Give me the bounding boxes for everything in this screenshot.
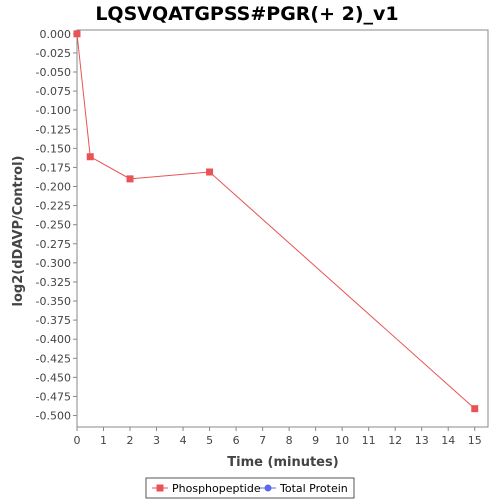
x-tick-label: 3 — [153, 434, 160, 447]
y-axis-label: log2(dDAVP/Control) — [11, 156, 26, 307]
y-tick-label: -0.500 — [36, 410, 71, 423]
x-tick-label: 9 — [312, 434, 319, 447]
data-point — [206, 168, 214, 176]
legend: Phosphopeptide Total Protein — [145, 477, 355, 499]
x-tick-label: 5 — [206, 434, 213, 447]
x-tick-label: 0 — [74, 434, 81, 447]
x-axis-label: Time (minutes) — [227, 455, 338, 470]
series-layer — [73, 30, 479, 413]
legend-box — [145, 477, 355, 499]
data-point — [471, 405, 479, 413]
legend-marker-square — [156, 484, 164, 492]
y-tick-label: -0.100 — [36, 104, 71, 117]
y-tick-label: -0.250 — [36, 219, 71, 232]
data-point — [86, 153, 94, 161]
x-tick-label: 1 — [100, 434, 107, 447]
data-point — [126, 175, 134, 183]
y-tick-label: -0.400 — [36, 333, 71, 346]
legend-marker-circle — [264, 484, 272, 492]
x-tick-label: 8 — [286, 434, 293, 447]
y-tick-label: -0.425 — [36, 352, 71, 365]
x-tick-label: 6 — [233, 434, 240, 447]
x-tick-label: 12 — [388, 434, 402, 447]
x-tick-label: 14 — [441, 434, 455, 447]
y-tick-label: -0.075 — [36, 85, 71, 98]
x-tick-label: 10 — [335, 434, 349, 447]
y-tick-label: -0.275 — [36, 238, 71, 251]
y-tick-label: -0.050 — [36, 66, 71, 79]
y-tick-label: -0.025 — [36, 47, 71, 60]
y-tick-label: -0.125 — [36, 123, 71, 136]
legend-label: Total Protein — [279, 482, 348, 495]
data-point — [73, 30, 81, 38]
legend-label: Phosphopeptide — [172, 482, 261, 495]
y-tick-label: 0.000 — [40, 28, 72, 41]
y-tick-label: -0.475 — [36, 390, 71, 403]
x-axis: 0 1 2 3 4 5 6 7 8 9 10 11 12 13 14 15 — [74, 427, 482, 447]
x-tick-label: 15 — [468, 434, 482, 447]
chart-title: LQSVQATGPSS#PGR(+ 2)_v1 — [95, 3, 398, 25]
y-tick-label: -0.150 — [36, 142, 71, 155]
plot-area — [76, 29, 489, 428]
y-tick-label: -0.325 — [36, 276, 71, 289]
y-tick-label: -0.375 — [36, 314, 71, 327]
y-axis: 0.000 -0.025 -0.050 -0.075 -0.100 -0.125 -0.15… — [36, 28, 77, 423]
y-tick-label: -0.225 — [36, 200, 71, 213]
y-tick-label: -0.350 — [36, 295, 71, 308]
y-tick-label: -0.450 — [36, 371, 71, 384]
x-tick-label: 13 — [415, 434, 429, 447]
y-tick-label: -0.300 — [36, 257, 71, 270]
x-tick-label: 7 — [259, 434, 266, 447]
y-tick-label: -0.200 — [36, 181, 71, 194]
y-tick-label: -0.175 — [36, 161, 71, 174]
x-tick-label: 4 — [180, 434, 187, 447]
x-tick-label: 11 — [362, 434, 376, 447]
x-tick-label: 2 — [127, 434, 134, 447]
